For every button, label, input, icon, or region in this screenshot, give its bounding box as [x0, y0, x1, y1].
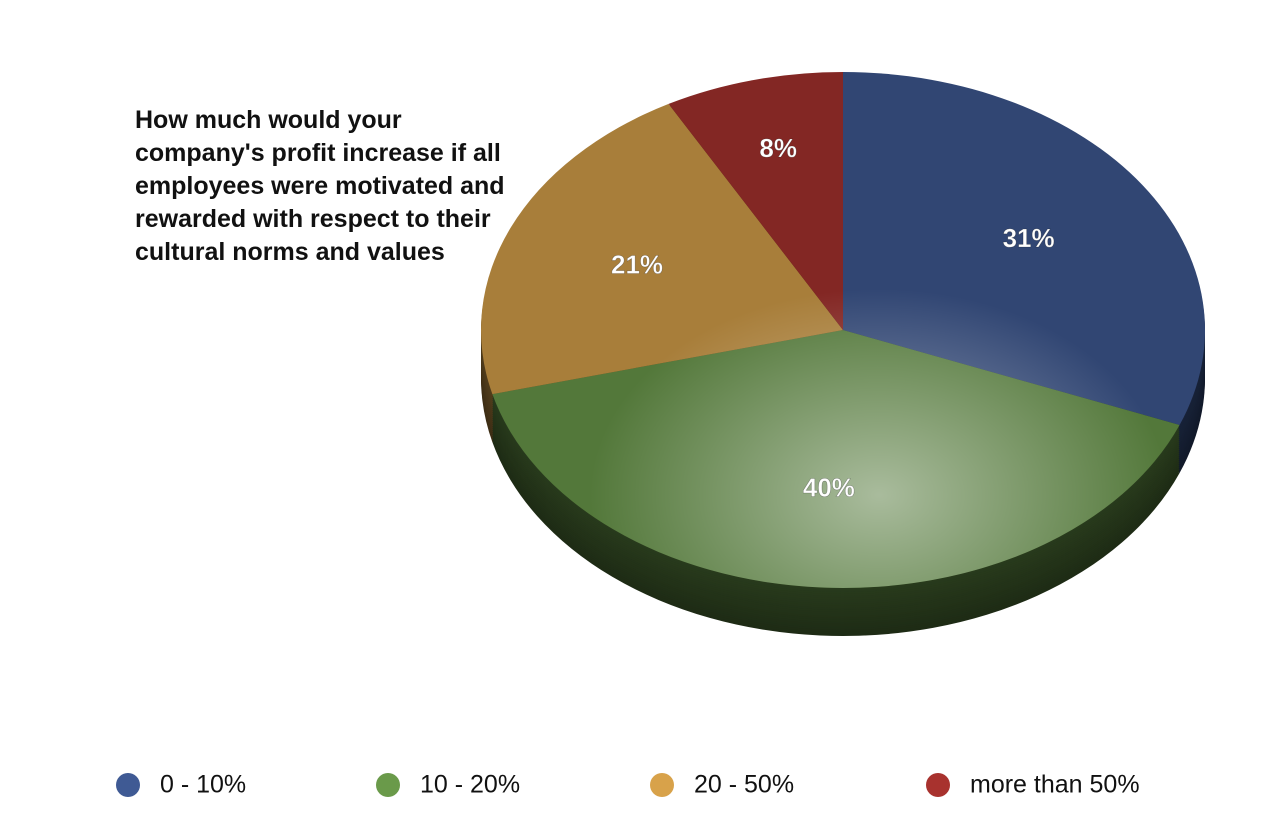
legend-label: 10 - 20% [420, 771, 520, 799]
legend-label: 20 - 50% [694, 771, 794, 799]
data-label: 21% [611, 249, 663, 279]
legend-swatch [926, 773, 950, 797]
legend-swatch [376, 773, 400, 797]
data-label: 8% [759, 133, 797, 163]
legend-swatch [650, 773, 674, 797]
legend-label: 0 - 10% [160, 771, 246, 799]
data-label: 31% [1003, 223, 1055, 253]
chart-title: How much would your company's profit inc… [135, 106, 505, 266]
legend-swatch [116, 773, 140, 797]
pie-shine [481, 72, 1205, 588]
legend-label: more than 50% [970, 771, 1140, 799]
data-label: 40% [803, 473, 855, 503]
